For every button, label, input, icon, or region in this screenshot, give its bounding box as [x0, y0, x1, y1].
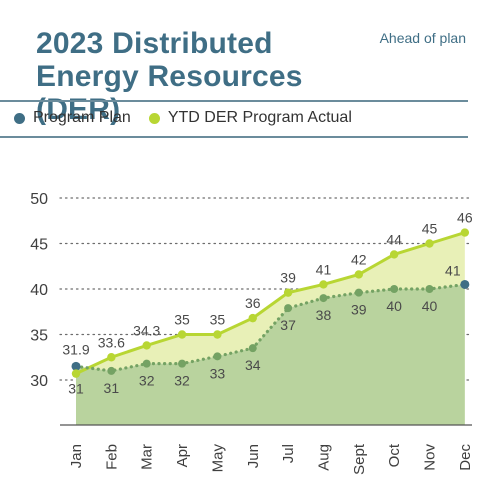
- legend-marker-actual: [148, 112, 160, 124]
- actual-series-line: [75, 231, 466, 375]
- actual-point: [319, 280, 328, 289]
- plan-data-label: 34: [245, 357, 261, 373]
- chart-title: 2023 Distributed Energy Resources (DER): [36, 27, 376, 126]
- y-tick-label: 40: [30, 282, 48, 299]
- title-divider: [0, 100, 468, 102]
- actual-data-label: 39: [280, 270, 296, 286]
- plan-data-label: 31: [104, 380, 120, 396]
- actual-data-label: 36: [245, 295, 261, 311]
- actual-data-label: 35: [210, 312, 226, 328]
- status-label: Ahead of plan: [379, 30, 466, 46]
- plan-point: [354, 288, 363, 297]
- plan-data-label: 32: [139, 373, 155, 389]
- legend-label-actual: YTD DER Program Actual: [167, 109, 352, 126]
- x-tick-label: Aug: [315, 444, 332, 471]
- legend-item-actual: YTD DER Program Actual: [148, 109, 352, 127]
- plan-point: [284, 304, 293, 313]
- x-tick-label: Jul: [280, 444, 297, 463]
- actual-point: [425, 239, 434, 248]
- chart-title-line-1: 2023 Distributed: [36, 27, 273, 60]
- plan-data-label: 41: [445, 262, 461, 278]
- x-tick-label: Jan: [68, 444, 85, 468]
- plan-point: [107, 366, 116, 375]
- x-tick-label: Jun: [245, 444, 262, 468]
- plan-point: [319, 294, 328, 303]
- actual-point: [354, 270, 363, 279]
- y-tick-label: 45: [30, 237, 48, 254]
- actual-point: [460, 228, 470, 237]
- actual-data-label: 33.6: [98, 334, 125, 350]
- legend: Program Plan YTD DER Program Actual: [14, 108, 370, 128]
- actual-point: [71, 369, 81, 378]
- plan-point: [178, 359, 187, 368]
- plan-series-line: [74, 282, 467, 373]
- actual-data-label: 46: [457, 210, 473, 226]
- actual-point: [213, 330, 222, 339]
- legend-label-plan: Program Plan: [33, 109, 131, 126]
- actual-data-label: 45: [422, 221, 438, 237]
- plan-area: [76, 284, 465, 425]
- actual-data-label: 41: [316, 261, 332, 277]
- actual-data-label: 42: [351, 251, 367, 267]
- actual-point: [177, 330, 187, 339]
- legend-marker-plan: [14, 112, 25, 124]
- plan-data-label: 40: [386, 298, 402, 314]
- actual-point: [248, 313, 257, 323]
- actual-data-label: 31.9: [62, 341, 89, 357]
- actual-point: [142, 341, 151, 350]
- plan-data-label: 31: [68, 381, 84, 397]
- x-tick-label: Sept: [351, 443, 368, 475]
- x-tick-label: Nov: [422, 444, 439, 471]
- plan-point: [71, 361, 81, 371]
- plan-point: [213, 352, 222, 361]
- x-tick-label: May: [209, 444, 226, 473]
- plan-point: [248, 344, 257, 353]
- actual-point: [389, 250, 399, 259]
- plan-point: [460, 279, 470, 289]
- y-tick-label: 35: [30, 328, 48, 345]
- x-tick-label: Mar: [139, 444, 156, 470]
- chart-title-line-2: Energy Resources (DER): [36, 60, 303, 126]
- legend-divider: [0, 136, 468, 138]
- x-tick-label: Feb: [103, 444, 120, 470]
- y-tick-label: 50: [30, 191, 48, 208]
- plan-point: [142, 359, 151, 368]
- actual-point: [283, 288, 293, 297]
- x-tick-label: Apr: [174, 444, 191, 467]
- plan-data-label: 39: [351, 302, 367, 318]
- actual-data-label: 35: [174, 312, 190, 328]
- actual-data-label: 34.3: [133, 322, 160, 338]
- actual-data-label: 44: [386, 231, 402, 247]
- y-tick-label: 30: [30, 373, 48, 390]
- legend-item-plan: Program Plan: [14, 109, 131, 127]
- plan-data-label: 40: [422, 298, 438, 314]
- plan-data-label: 32: [174, 373, 190, 389]
- plan-point: [390, 285, 399, 293]
- plan-data-label: 38: [316, 307, 332, 323]
- plan-data-label: 33: [210, 365, 226, 381]
- x-tick-label: Dec: [457, 444, 474, 471]
- plan-data-label: 37: [280, 317, 296, 333]
- plan-point: [425, 285, 434, 293]
- actual-point: [107, 353, 116, 362]
- x-tick-label: Oct: [386, 443, 403, 467]
